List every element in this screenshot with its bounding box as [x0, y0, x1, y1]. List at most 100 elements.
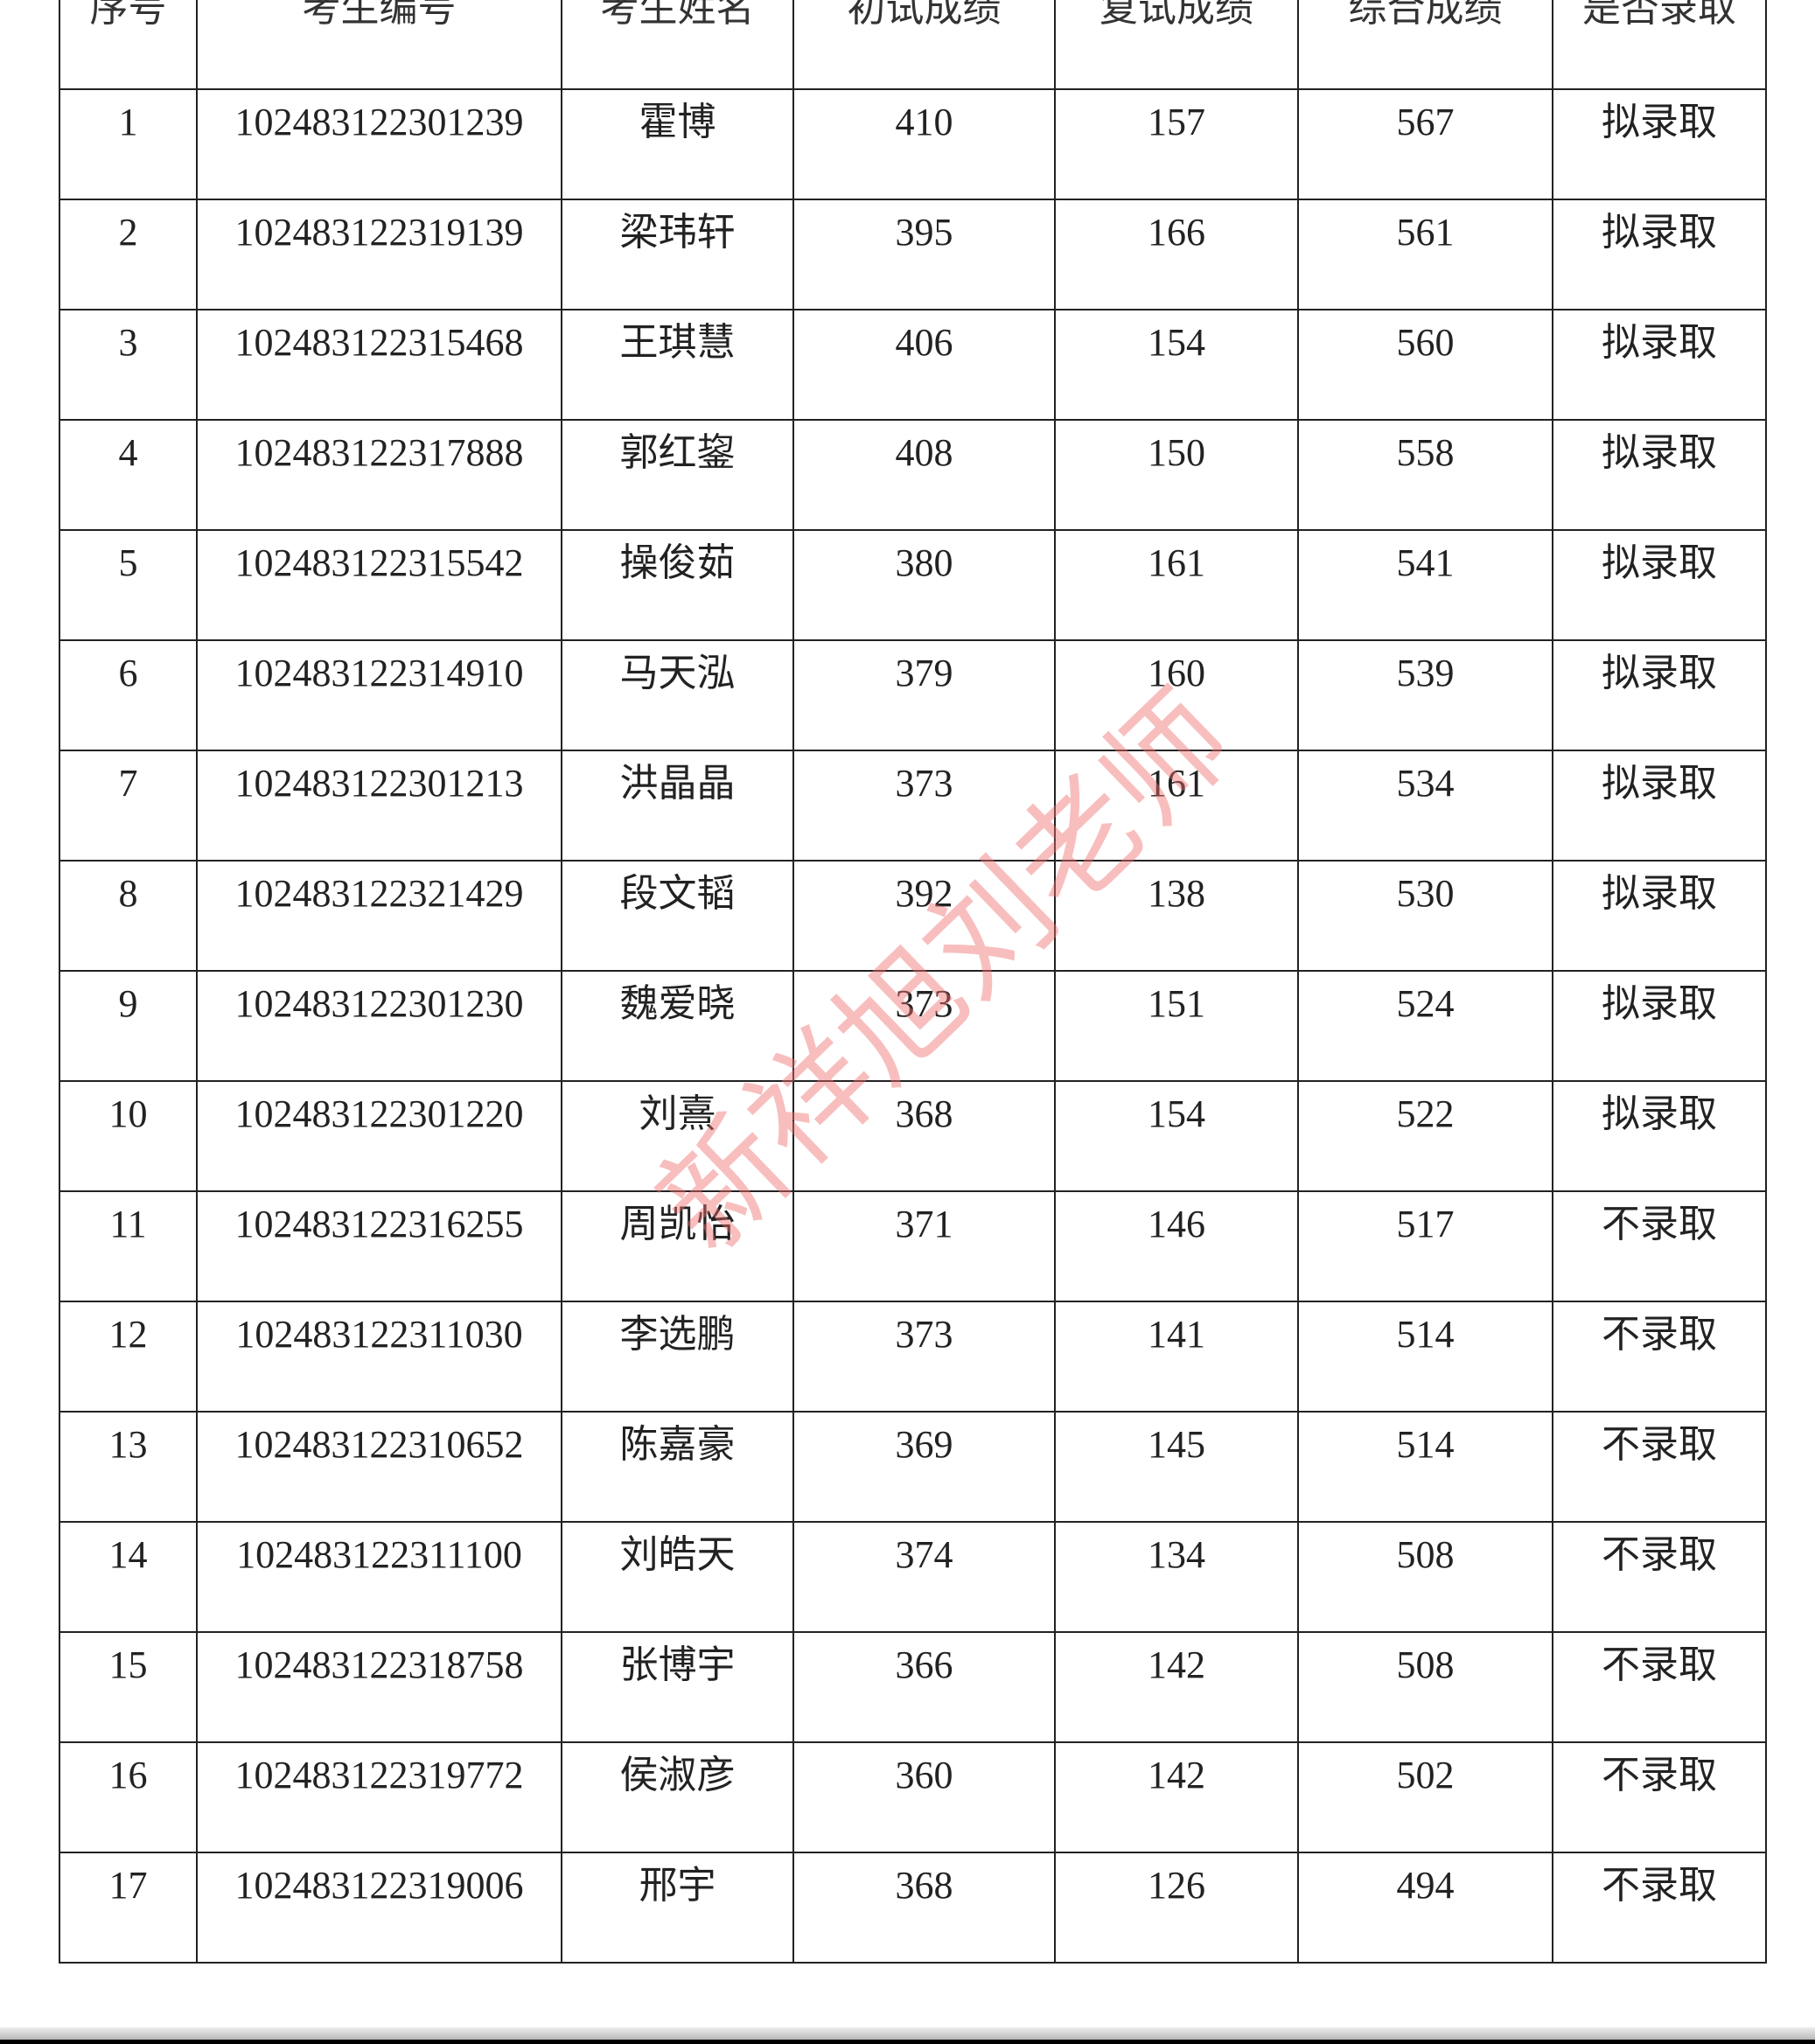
cell-initial-score: 379: [792, 639, 1056, 751]
cell-retest-score: 151: [1054, 970, 1299, 1082]
cell-candidate-name: 侯淑彦: [561, 1741, 794, 1853]
table-row: 10 102483122301220 刘熹 368 154 522 拟录取: [59, 1080, 1767, 1192]
table-row: 1 102483122301239 霍博 410 157 567 拟录取: [59, 88, 1767, 200]
table-row: 14 102483122311100 刘皓天 374 134 508 不录取: [59, 1521, 1767, 1633]
cell-candidate-name: 张博宇: [561, 1631, 794, 1743]
cell-retest-score: 154: [1054, 309, 1299, 421]
cell-retest-score: 160: [1054, 639, 1299, 751]
cell-admission-status: 拟录取: [1552, 970, 1767, 1082]
cell-total-score: 560: [1297, 309, 1553, 421]
cell-candidate-id: 102483122317888: [196, 419, 562, 531]
cell-initial-score: 366: [792, 1631, 1056, 1743]
cell-candidate-name: 操俊茹: [561, 529, 794, 641]
cell-admission-status: 不录取: [1552, 1411, 1767, 1523]
header-initial-score: 初试成绩: [792, 0, 1056, 90]
header-row: 序号 考生编号 考生姓名 初试成绩 复试成绩 综合成绩 是否录取: [59, 0, 1767, 90]
cell-retest-score: 161: [1054, 750, 1299, 862]
cell-index: 5: [59, 529, 198, 641]
cell-initial-score: 369: [792, 1411, 1056, 1523]
cell-candidate-id: 102483122319006: [196, 1852, 562, 1964]
cell-initial-score: 373: [792, 1301, 1056, 1413]
cell-total-score: 524: [1297, 970, 1553, 1082]
cell-initial-score: 408: [792, 419, 1056, 531]
header-total-score: 综合成绩: [1297, 0, 1553, 90]
cell-total-score: 567: [1297, 88, 1553, 200]
cell-index: 6: [59, 639, 198, 751]
cell-total-score: 561: [1297, 199, 1553, 310]
cell-admission-status: 拟录取: [1552, 1080, 1767, 1192]
cell-retest-score: 154: [1054, 1080, 1299, 1192]
table-row: 17 102483122319006 邢宇 368 126 494 不录取: [59, 1852, 1767, 1964]
cell-admission-status: 拟录取: [1552, 199, 1767, 310]
header-candidate-name: 考生姓名: [561, 0, 794, 90]
cell-admission-status: 拟录取: [1552, 419, 1767, 531]
cell-retest-score: 142: [1054, 1741, 1299, 1853]
cell-candidate-name: 陈嘉豪: [561, 1411, 794, 1523]
table-row: 12 102483122311030 李选鹏 373 141 514 不录取: [59, 1301, 1767, 1413]
cell-admission-status: 拟录取: [1552, 88, 1767, 200]
cell-total-score: 508: [1297, 1631, 1553, 1743]
cell-candidate-name: 刘皓天: [561, 1521, 794, 1633]
cell-admission-status: 不录取: [1552, 1852, 1767, 1964]
cell-initial-score: 380: [792, 529, 1056, 641]
cell-candidate-id: 102483122301213: [196, 750, 562, 862]
cell-admission-status: 拟录取: [1552, 529, 1767, 641]
header-admission-status: 是否录取: [1552, 0, 1767, 90]
cell-candidate-id: 102483122310652: [196, 1411, 562, 1523]
cell-index: 4: [59, 419, 198, 531]
cell-total-score: 494: [1297, 1852, 1553, 1964]
cell-total-score: 539: [1297, 639, 1553, 751]
cell-retest-score: 157: [1054, 88, 1299, 200]
header-candidate-id: 考生编号: [196, 0, 562, 90]
table-row: 13 102483122310652 陈嘉豪 369 145 514 不录取: [59, 1411, 1767, 1523]
table-row: 3 102483122315468 王琪慧 406 154 560 拟录取: [59, 309, 1767, 421]
cell-index: 9: [59, 970, 198, 1082]
cell-admission-status: 不录取: [1552, 1741, 1767, 1853]
cell-admission-status: 不录取: [1552, 1301, 1767, 1413]
cell-retest-score: 161: [1054, 529, 1299, 641]
cell-total-score: 514: [1297, 1411, 1553, 1523]
cell-index: 13: [59, 1411, 198, 1523]
table-row: 6 102483122314910 马天泓 379 160 539 拟录取: [59, 639, 1767, 751]
cell-admission-status: 拟录取: [1552, 860, 1767, 972]
cell-candidate-id: 102483122316255: [196, 1190, 562, 1302]
cell-index: 16: [59, 1741, 198, 1853]
cell-candidate-name: 刘熹: [561, 1080, 794, 1192]
cell-retest-score: 141: [1054, 1301, 1299, 1413]
cell-candidate-id: 102483122319139: [196, 199, 562, 310]
cell-initial-score: 410: [792, 88, 1056, 200]
table-row: 2 102483122319139 梁玮轩 395 166 561 拟录取: [59, 199, 1767, 310]
cell-candidate-id: 102483122315542: [196, 529, 562, 641]
cell-retest-score: 126: [1054, 1852, 1299, 1964]
cell-candidate-id: 102483122311030: [196, 1301, 562, 1413]
cell-admission-status: 拟录取: [1552, 750, 1767, 862]
cell-index: 3: [59, 309, 198, 421]
cell-total-score: 522: [1297, 1080, 1553, 1192]
cell-admission-status: 不录取: [1552, 1631, 1767, 1743]
cell-index: 15: [59, 1631, 198, 1743]
cell-admission-status: 拟录取: [1552, 309, 1767, 421]
cell-initial-score: 373: [792, 750, 1056, 862]
cell-candidate-id: 102483122301239: [196, 88, 562, 200]
table-row: 4 102483122317888 郭红鋆 408 150 558 拟录取: [59, 419, 1767, 531]
table-row: 16 102483122319772 侯淑彦 360 142 502 不录取: [59, 1741, 1767, 1853]
cell-retest-score: 146: [1054, 1190, 1299, 1302]
cell-initial-score: 406: [792, 309, 1056, 421]
cell-retest-score: 142: [1054, 1631, 1299, 1743]
bottom-toolbar-edge: [0, 2027, 1815, 2040]
cell-index: 14: [59, 1521, 198, 1633]
cell-candidate-id: 102483122314910: [196, 639, 562, 751]
cell-initial-score: 392: [792, 860, 1056, 972]
cell-candidate-id: 102483122315468: [196, 309, 562, 421]
cell-index: 2: [59, 199, 198, 310]
cell-retest-score: 166: [1054, 199, 1299, 310]
cell-retest-score: 138: [1054, 860, 1299, 972]
cell-retest-score: 134: [1054, 1521, 1299, 1633]
cell-candidate-name: 霍博: [561, 88, 794, 200]
table-row: 15 102483122318758 张博宇 366 142 508 不录取: [59, 1631, 1767, 1743]
cell-initial-score: 371: [792, 1190, 1056, 1302]
cell-candidate-name: 邢宇: [561, 1852, 794, 1964]
cell-candidate-name: 段文韬: [561, 860, 794, 972]
cell-admission-status: 不录取: [1552, 1521, 1767, 1633]
bottom-border: [0, 2040, 1815, 2044]
